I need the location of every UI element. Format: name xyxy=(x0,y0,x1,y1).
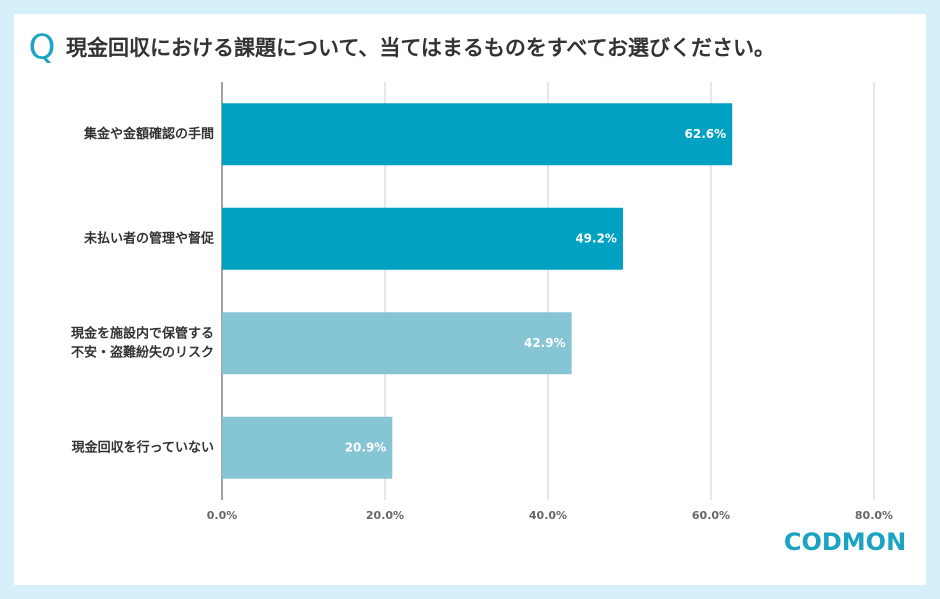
y-tick-label: 現金を施設内で保管する xyxy=(71,325,214,341)
panel xyxy=(14,14,926,585)
x-tick-label: 80.0% xyxy=(855,509,893,522)
value-label: 42.9% xyxy=(524,336,566,350)
value-label: 20.9% xyxy=(345,440,387,454)
y-tick-label: 不安・盗難紛失のリスク xyxy=(71,344,214,360)
chart-title: 現金回収における課題について、当てはまるものをすべてお選びください。 xyxy=(66,36,775,60)
x-tick-label: 0.0% xyxy=(207,509,238,522)
logo: CODMON xyxy=(784,528,906,556)
bar xyxy=(222,416,393,479)
title-mark: Q xyxy=(29,28,56,68)
y-tick-label: 集金や金額確認の手間 xyxy=(83,126,214,142)
bar xyxy=(222,312,572,375)
y-tick-label: 現金回収を行っていない xyxy=(72,439,214,455)
value-label: 49.2% xyxy=(575,231,617,245)
x-tick-label: 60.0% xyxy=(692,509,730,522)
bar xyxy=(222,207,623,270)
x-tick-label: 20.0% xyxy=(366,509,404,522)
y-tick-label: 未払い者の管理や督促 xyxy=(83,230,215,246)
x-tick-label: 40.0% xyxy=(529,509,567,522)
value-label: 62.6% xyxy=(685,127,727,141)
bar xyxy=(222,103,733,166)
